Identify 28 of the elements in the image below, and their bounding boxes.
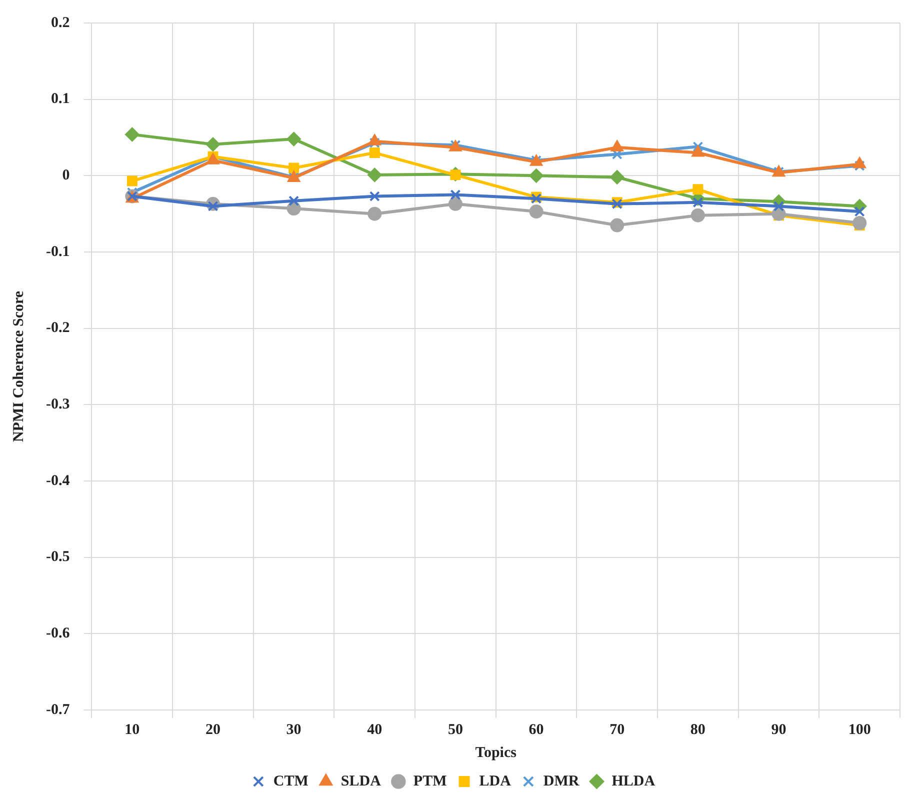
y-tick-label: -0.6 bbox=[46, 626, 70, 642]
legend-label: DMR bbox=[543, 773, 580, 790]
legend-label: CTM bbox=[273, 773, 308, 790]
x-axis-title: Topics bbox=[475, 744, 517, 761]
y-tick-label: 0 bbox=[62, 168, 70, 184]
x-tick-label: 60 bbox=[528, 722, 544, 738]
y-tick-label: 0.1 bbox=[50, 91, 70, 108]
y-tick-label: -0.7 bbox=[46, 702, 70, 718]
x-tick-label: 90 bbox=[771, 722, 786, 738]
legend-label: PTM bbox=[413, 773, 447, 790]
x-tick-label: 20 bbox=[205, 722, 220, 738]
x-tick-label: 10 bbox=[124, 722, 140, 738]
x-tick-label: 40 bbox=[367, 722, 382, 738]
legend-label: SLDA bbox=[340, 773, 382, 790]
y-tick-label: -0.5 bbox=[46, 549, 70, 566]
x-tick-label: 50 bbox=[448, 722, 463, 738]
y-tick-label: -0.4 bbox=[46, 472, 70, 489]
y-tick-label: -0.1 bbox=[46, 244, 70, 260]
legend-label: LDA bbox=[479, 773, 512, 790]
y-tick-label: -0.2 bbox=[46, 320, 70, 336]
y-axis-title: NPMI Coherence Score bbox=[10, 290, 27, 442]
legend-label: HLDA bbox=[612, 773, 656, 790]
x-tick-label: 30 bbox=[286, 722, 302, 738]
y-tick-label: -0.3 bbox=[46, 396, 70, 413]
x-tick-label: 80 bbox=[690, 722, 706, 738]
y-tick-label: 0.2 bbox=[50, 14, 70, 31]
x-tick-label: 70 bbox=[610, 722, 625, 738]
x-tick-label: 100 bbox=[848, 722, 871, 738]
